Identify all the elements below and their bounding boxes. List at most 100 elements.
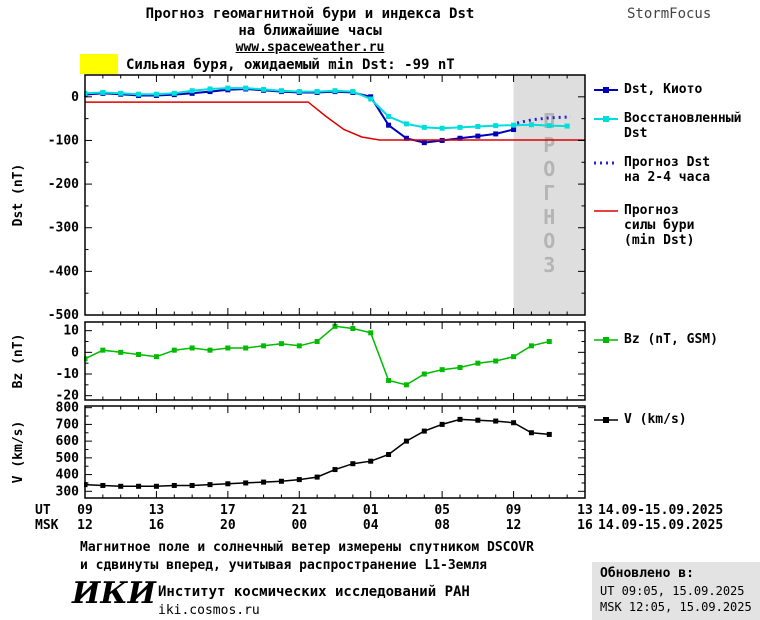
- restored-dst-marker: [207, 86, 213, 92]
- legend-restored-dst-label: Восстановленный Dst: [624, 111, 741, 141]
- restored-dst-marker: [368, 96, 374, 102]
- restored-dst-marker: [564, 123, 570, 129]
- dst-kyoto-marker: [457, 135, 463, 141]
- legend-dst-kyoto-label: Dst, Киото: [624, 82, 702, 97]
- dst-kyoto-marker: [403, 135, 409, 141]
- panel-frame: [84, 321, 586, 401]
- restored-dst-marker: [546, 123, 552, 129]
- bz-panel: 10 0 -10 -20 Bz (nT): [11, 321, 586, 404]
- legend-line: Bz (nT, GSM): [624, 332, 718, 347]
- x-tick-label: 21: [291, 503, 307, 518]
- storm-alert-text: Сильная буря, ожидаемый min Dst: -99 nT: [126, 57, 455, 73]
- bz-marker: [278, 341, 284, 347]
- x-axis-rows: UT 09 13 17 21 01 05 09 13 14.09-15.09.2025 MSK 12 1…: [35, 503, 723, 533]
- y-tick-label: 700: [56, 417, 80, 432]
- forecast-watermark-letter: П: [543, 109, 555, 133]
- y-tick-label: 0: [71, 345, 79, 360]
- legend-bz: Bz (nT, GSM): [593, 332, 718, 347]
- legend-bz-label: Bz (nT, GSM): [624, 332, 718, 347]
- legend-forecast-dst: Прогноз Dst на 2-4 часа: [593, 155, 710, 185]
- page-title-line1: Прогноз геомагнитной бури и индекса Dst: [145, 6, 475, 22]
- bz-marker: [475, 360, 481, 366]
- legend-v: V (km/s): [593, 412, 687, 427]
- bz-marker: [386, 378, 392, 383]
- v-marker: [350, 461, 356, 467]
- restored-dst-marker: [153, 91, 159, 97]
- v-marker: [314, 474, 320, 480]
- y-tick-label: -200: [48, 177, 79, 192]
- v-marker: [261, 479, 267, 485]
- x-tick-label: 08: [434, 518, 450, 533]
- x-tick-label: 16: [577, 518, 593, 533]
- updated-ut: UT 09:05, 15.09.2025: [600, 584, 745, 598]
- iki-logo: ИКИ: [72, 576, 156, 611]
- updated-msk: MSK 12:05, 15.09.2025: [600, 600, 752, 614]
- dst-kyoto-marker: [511, 127, 517, 133]
- v-marker: [475, 417, 481, 423]
- bz-marker: [153, 354, 159, 360]
- restored-dst-marker: [100, 89, 106, 95]
- legend-line: Прогноз: [624, 203, 679, 218]
- bz-marker: [171, 347, 177, 353]
- v-marker: [457, 416, 463, 422]
- institute-name: Институт космических исследований РАН: [158, 584, 470, 600]
- legend-dst-kyoto: Dst, Киото: [593, 82, 702, 97]
- forecast-watermark-letter: З: [543, 253, 555, 277]
- forecast-region: [513, 75, 585, 315]
- v-marker: [171, 482, 177, 488]
- y-axis-title: V (km/s): [11, 421, 26, 484]
- forecast-watermark-letter: Н: [543, 205, 555, 229]
- y-tick-label: -300: [48, 221, 79, 236]
- date-range-label: 14.09-15.09.2025: [598, 518, 723, 533]
- v-marker: [368, 458, 374, 464]
- x-tick-label: 13: [149, 503, 165, 518]
- x-tick-label: 04: [363, 518, 379, 533]
- legend-restored-dst: Восстановленный Dst: [593, 111, 741, 141]
- time-row-prefix: UT: [35, 503, 51, 518]
- time-row-prefix: MSK: [35, 518, 59, 533]
- restored-dst-marker: [225, 85, 231, 91]
- measurement-note-line1: Магнитное поле и солнечный ветер измерен…: [80, 540, 534, 555]
- v-marker: [439, 421, 445, 427]
- legend-line: Прогноз Dst: [624, 155, 711, 170]
- legend-line: V (km/s): [624, 412, 687, 427]
- forecast-watermark-letter: О: [543, 157, 555, 181]
- x-tick-label: 00: [291, 518, 307, 533]
- v-marker: [100, 482, 106, 488]
- v-marker: [493, 418, 499, 424]
- y-tick-label: -10: [56, 367, 80, 382]
- y-tick-label: 800: [56, 401, 80, 416]
- x-tick-label: 13: [577, 503, 593, 518]
- x-tick-label: 12: [77, 518, 93, 533]
- website-link: www.spaceweather.ru: [235, 40, 385, 55]
- brand-label: StormFocus: [627, 6, 712, 22]
- bz-marker: [189, 345, 195, 351]
- restored-dst-marker: [278, 88, 284, 94]
- v-marker: [421, 428, 427, 434]
- dst-kyoto-marker: [493, 131, 499, 137]
- legend-line: (min Dst): [624, 233, 695, 248]
- v-legend-marker-icon: [594, 417, 618, 423]
- restored-dst-marker: [439, 125, 445, 131]
- legend-v-label: V (km/s): [624, 412, 687, 427]
- legend-storm-forecast-label: Прогноз силы бури (min Dst): [624, 203, 694, 248]
- bz-marker: [118, 349, 124, 355]
- v-marker: [189, 482, 195, 488]
- legend-line: на 2-4 часа: [624, 170, 711, 185]
- y-tick-label: 600: [56, 434, 80, 449]
- restored-dst-marker: [386, 113, 392, 119]
- bz-marker: [511, 354, 517, 360]
- v-marker: [153, 483, 159, 489]
- restored-dst-marker: [475, 123, 481, 129]
- bz-marker: [546, 339, 552, 344]
- storm-forecast-legend-marker-icon: [594, 210, 618, 212]
- y-axis-title: Bz (nT): [11, 334, 26, 389]
- legend-storm-forecast: Прогноз силы бури (min Dst): [593, 203, 694, 248]
- y-tick-label: 0: [71, 90, 79, 105]
- dst-kyoto-marker: [386, 122, 392, 128]
- y-tick-label: 10: [63, 324, 79, 339]
- bz-marker: [403, 382, 409, 388]
- dst-kyoto-line: [84, 87, 514, 144]
